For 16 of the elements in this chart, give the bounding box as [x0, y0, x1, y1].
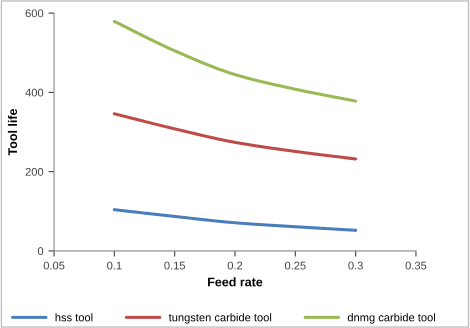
y-tick-label: 200: [26, 168, 44, 176]
x-tick-label: 0.1: [107, 262, 122, 270]
y-tick-label: 400: [25, 88, 44, 97]
y-tick-label: 600: [26, 9, 44, 18]
x-tick-label: 0.15: [164, 262, 186, 270]
x-tick-label: 0.35: [406, 262, 426, 270]
x-tick-label: 0.2: [228, 262, 242, 270]
legend-label: tungsten carbide tool: [168, 313, 272, 324]
legend-label: dnmg carbide tool: [348, 313, 435, 324]
y-axis-title: Tool life: [8, 108, 18, 156]
y-tick-label: 0: [38, 247, 44, 256]
x-axis-title: Feed rate: [208, 277, 262, 286]
x-tick-label: 0.05: [44, 262, 64, 270]
x-tick-label: 0.25: [284, 262, 306, 270]
legend-label: hss tool: [56, 313, 92, 322]
x-tick-label: 0.3: [348, 262, 363, 270]
